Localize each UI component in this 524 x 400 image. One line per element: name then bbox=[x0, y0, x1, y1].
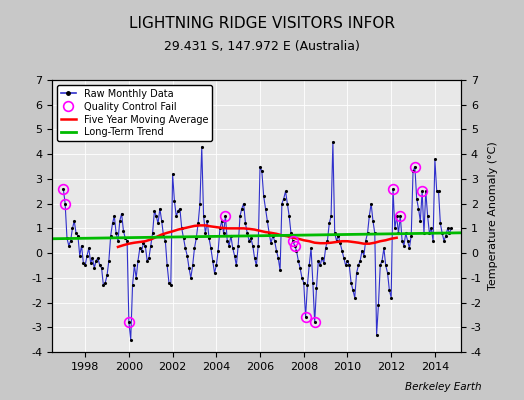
Legend: Raw Monthly Data, Quality Control Fail, Five Year Moving Average, Long-Term Tren: Raw Monthly Data, Quality Control Fail, … bbox=[57, 85, 212, 141]
Y-axis label: Temperature Anomaly (°C): Temperature Anomaly (°C) bbox=[487, 142, 497, 290]
Text: LIGHTNING RIDGE VISITORS INFOR: LIGHTNING RIDGE VISITORS INFOR bbox=[129, 16, 395, 31]
Text: 29.431 S, 147.972 E (Australia): 29.431 S, 147.972 E (Australia) bbox=[164, 40, 360, 53]
Text: Berkeley Earth: Berkeley Earth bbox=[406, 382, 482, 392]
